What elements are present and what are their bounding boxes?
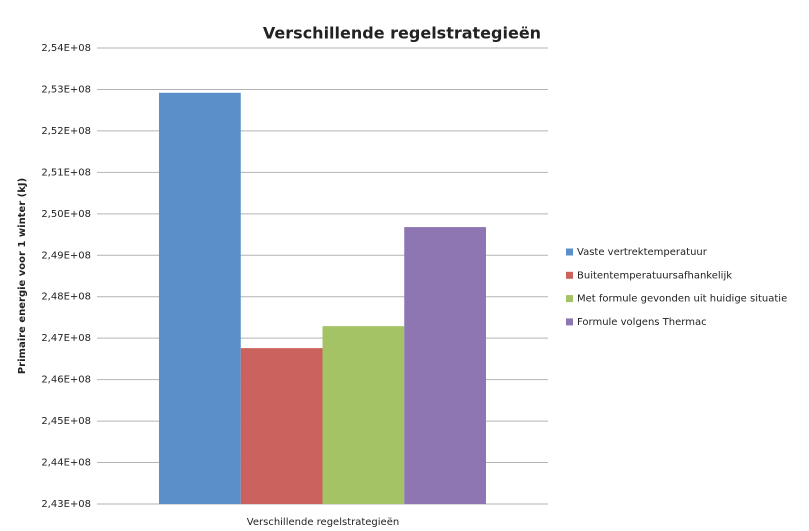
bar xyxy=(240,348,323,504)
legend-label: Met formule gevonden uit huidige situati… xyxy=(577,294,787,305)
y-tick-label: 2,52E+08 xyxy=(41,126,91,137)
bar xyxy=(322,326,405,504)
legend-swatch xyxy=(566,318,573,326)
x-axis-label: Verschillende regelstrategieën xyxy=(247,517,399,528)
chart-title: Verschillende regelstrategieën xyxy=(263,24,541,43)
y-tick-label: 2,50E+08 xyxy=(41,209,91,220)
legend-swatch xyxy=(566,271,573,279)
legend-swatch xyxy=(566,295,573,303)
y-tick-label: 2,45E+08 xyxy=(41,416,91,427)
y-tick-label: 2,54E+08 xyxy=(41,43,91,54)
y-tick-label: 2,51E+08 xyxy=(41,167,91,178)
bar xyxy=(159,92,241,505)
legend-label: Formule volgens Thermac xyxy=(577,317,707,328)
y-tick-label: 2,43E+08 xyxy=(41,499,91,510)
y-tick-label: 2,49E+08 xyxy=(41,250,91,261)
y-tick-label: 2,46E+08 xyxy=(41,375,91,386)
y-tick-label: 2,44E+08 xyxy=(41,458,91,469)
legend-swatch xyxy=(566,248,573,256)
legend-label: Vaste vertrektemperatuur xyxy=(577,247,708,258)
bar xyxy=(404,227,486,505)
legend-label: Buitentemperatuursafhankelijk xyxy=(577,270,732,281)
y-axis-label: Primaire energie voor 1 winter (kJ) xyxy=(17,178,28,374)
y-tick-label: 2,48E+08 xyxy=(41,292,91,303)
y-tick-label: 2,53E+08 xyxy=(41,84,91,95)
y-tick-label: 2,47E+08 xyxy=(41,333,91,344)
